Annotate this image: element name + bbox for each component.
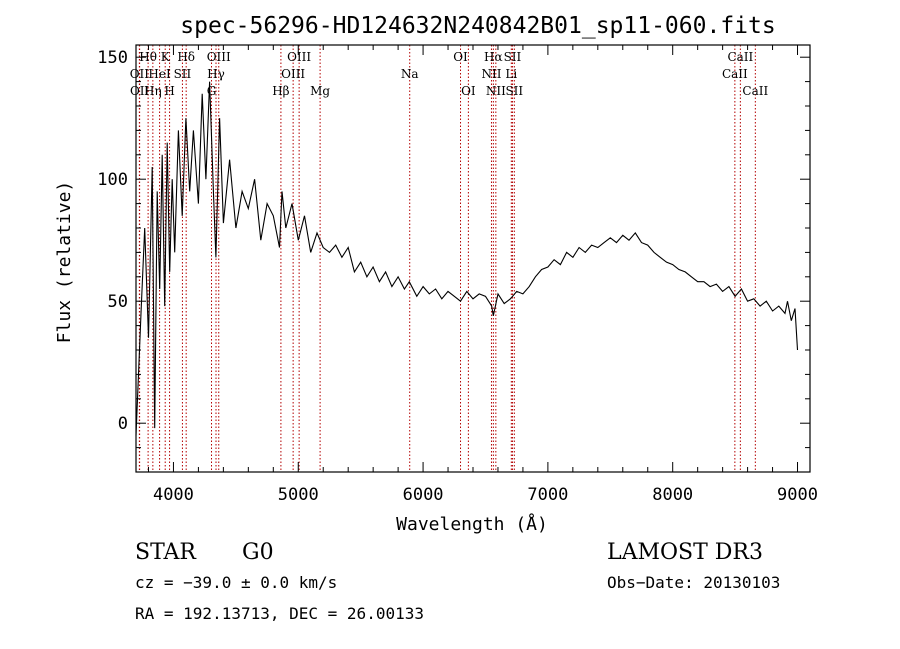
spectral-line-label: OI [461, 84, 476, 98]
x-tick-label: 7000 [527, 485, 568, 505]
chart-title: spec-56296-HD124632N240842B01_sp11-060.f… [180, 13, 775, 39]
spectral-line-label: CaII [742, 84, 768, 98]
spectral-line-label: Hδ [177, 50, 195, 64]
y-axis-label: Flux (relative) [54, 181, 75, 344]
spectral-line-label: CaII [727, 50, 753, 64]
y-tick-label: 100 [97, 170, 128, 190]
spectral-line-label: Na [401, 67, 419, 81]
spectral-line-label: G [207, 84, 217, 98]
spectral-line-label: HeI [148, 67, 171, 81]
y-tick-label: 50 [108, 292, 128, 312]
spectral-line-label: OI [453, 50, 468, 64]
y-axis-ticks: 0 50 100 150 [97, 48, 810, 449]
spectral-line-label: OIII [207, 50, 231, 64]
spectral-line-label: Hβ [272, 84, 289, 98]
spectral-line-label: Mg [310, 84, 330, 98]
coordinates: RA = 192.13713, DEC = 26.00133 [135, 604, 424, 623]
observation-date: Obs−Date: 20130103 [607, 573, 780, 592]
spectral-line-label: Li [505, 67, 517, 81]
spectral-line-label: Hγ [207, 67, 225, 81]
flux-series-line [135, 81, 799, 436]
spectral-line-label: OII [130, 84, 150, 98]
spectral-line-label: OIII [287, 50, 311, 64]
x-tick-label: 6000 [403, 485, 444, 505]
x-tick-label: 8000 [652, 485, 693, 505]
spectral-line-label: OIII [281, 67, 305, 81]
spectral-line-label: K [161, 50, 171, 64]
spectral-line-label: OII [130, 67, 150, 81]
spectral-line-label: H [164, 84, 174, 98]
x-axis-label: Wavelength (Å) [396, 513, 548, 535]
plot-frame [135, 44, 811, 473]
y-tick-label: 0 [118, 414, 128, 434]
y-tick-label: 150 [97, 48, 128, 68]
x-tick-label: 5000 [278, 485, 319, 505]
x-tick-label: 9000 [777, 485, 818, 505]
spectral-line-label: SII [505, 84, 523, 98]
spectral-line-label: NII [486, 84, 506, 98]
spectral-line-markers [138, 45, 756, 472]
spectral-line-label: NII [481, 67, 501, 81]
spectral-line-label: SII [504, 50, 522, 64]
spectral-line-label: Hθ [139, 50, 157, 64]
spectral-line-label: SII [174, 67, 192, 81]
spectral-line-label: Hη [144, 84, 162, 98]
x-axis-ticks: 4000 5000 6000 7000 8000 9000 [147, 45, 818, 505]
object-class: STAR [135, 540, 197, 565]
redshift-info: cz = −39.0 ± 0.0 km/s [135, 573, 337, 592]
x-tick-label: 4000 [153, 485, 194, 505]
spectral-line-label: CaII [722, 67, 748, 81]
spectral-line-labels: HθOIIOIIHηHeIKHSIIHδGHγOIIIHβOIIIOIIIMgN… [130, 50, 769, 98]
spectral-line-label: Hα [484, 50, 503, 64]
object-subclass: G0 [242, 540, 274, 565]
survey-name: LAMOST DR3 [607, 540, 763, 565]
